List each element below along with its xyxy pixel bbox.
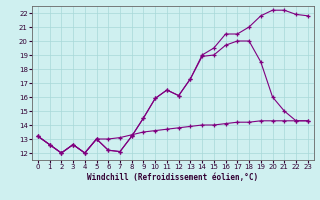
X-axis label: Windchill (Refroidissement éolien,°C): Windchill (Refroidissement éolien,°C) (87, 173, 258, 182)
